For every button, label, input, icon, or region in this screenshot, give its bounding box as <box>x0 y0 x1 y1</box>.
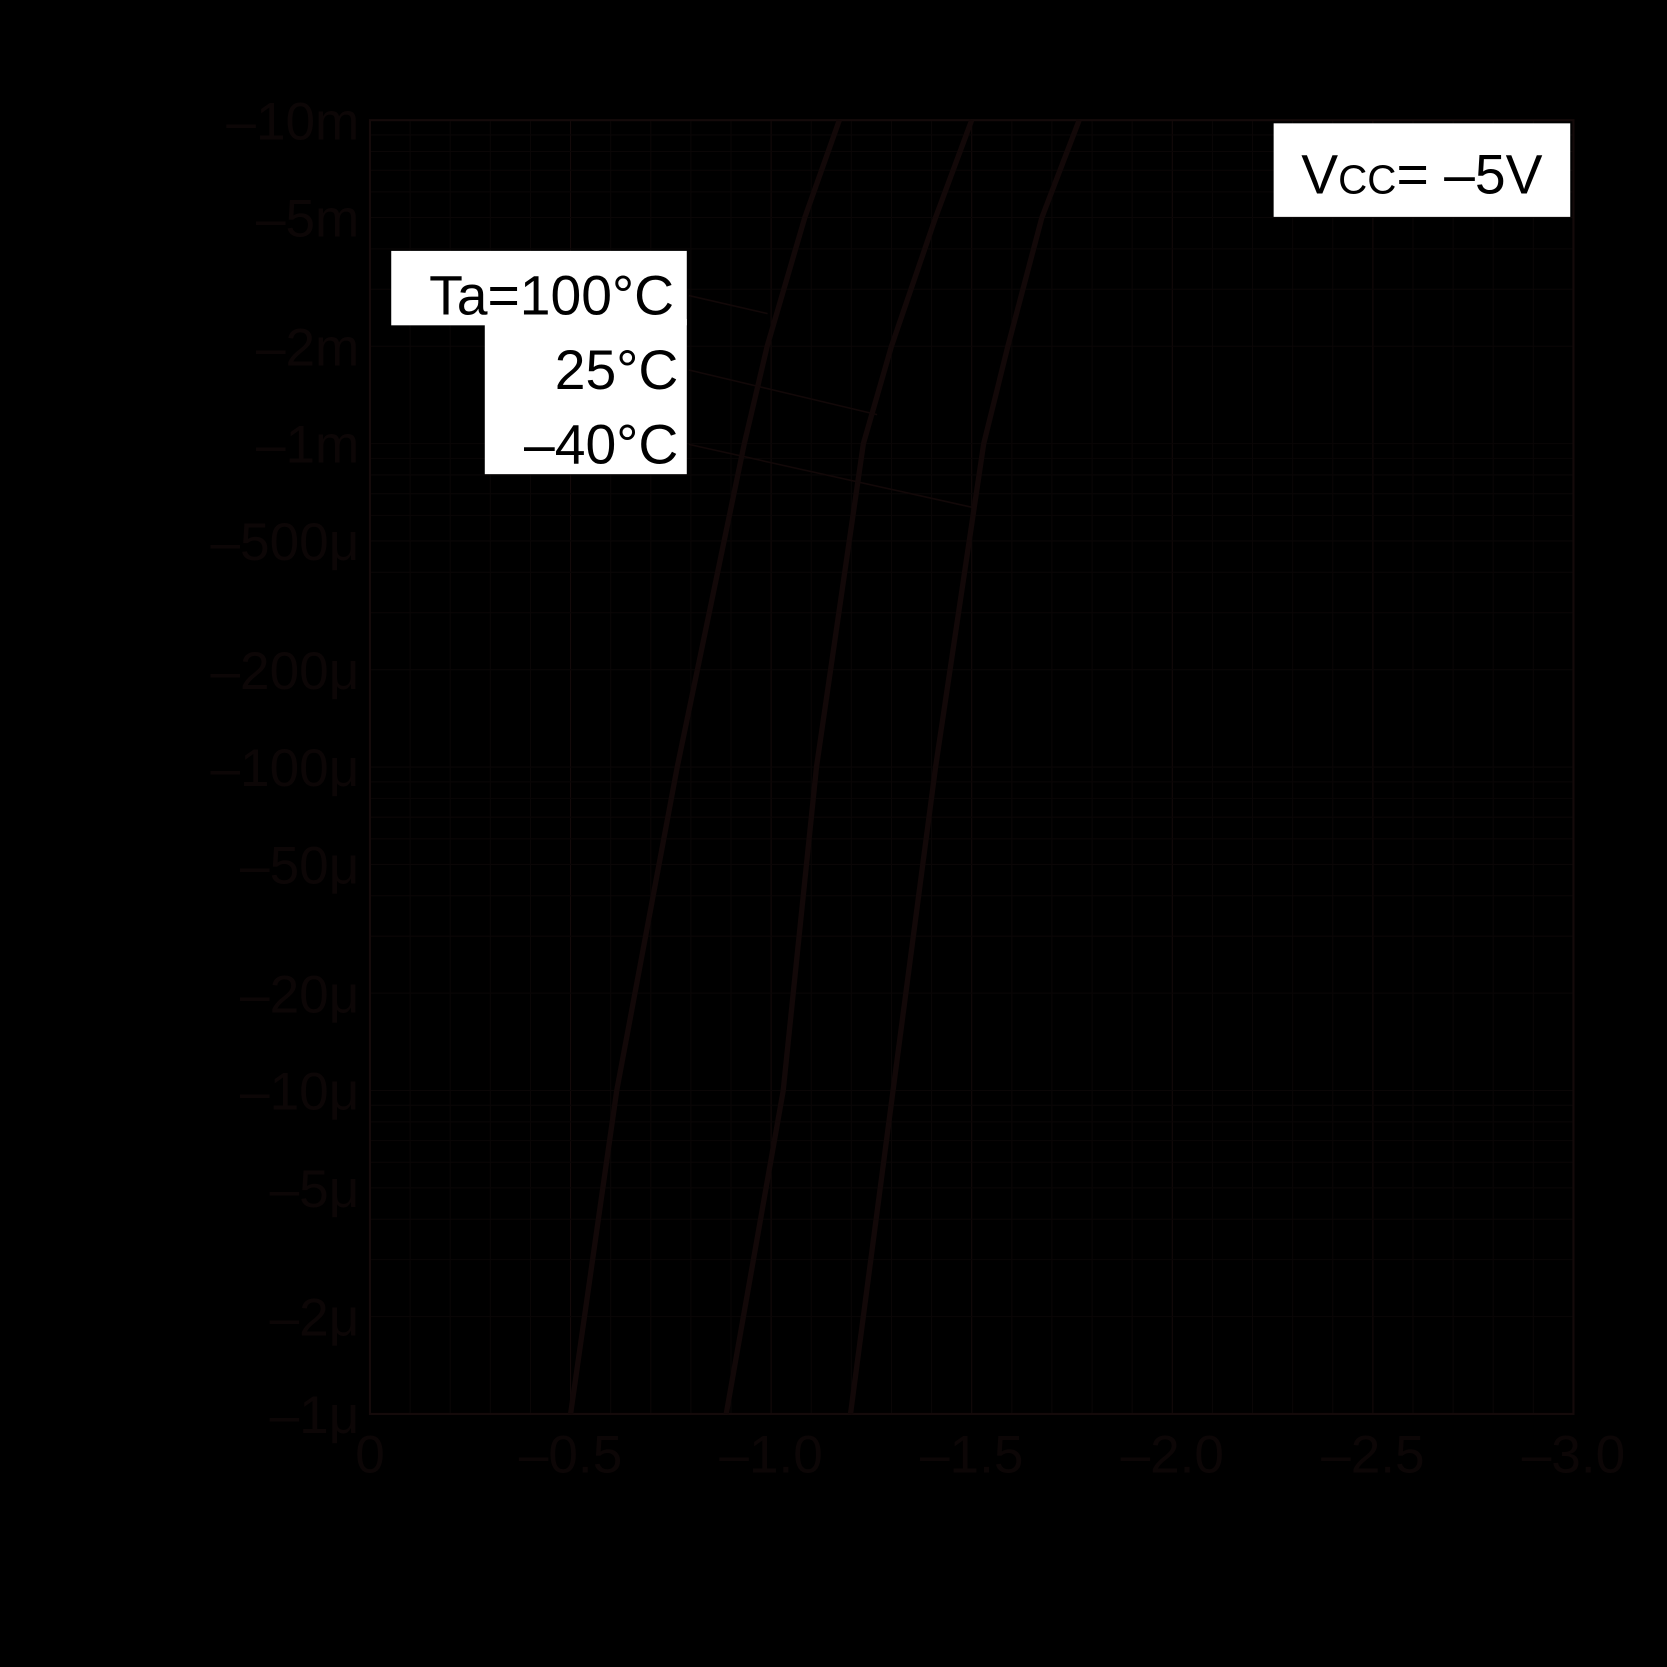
series-line-1 <box>723 119 975 1415</box>
y-tick-label: –20μ <box>240 965 359 1024</box>
y-tick-label: –5m <box>256 190 359 249</box>
series-legend: Ta=100°C 25°C –40°C <box>391 250 977 509</box>
x-tick-label: –2.5 <box>1321 1425 1424 1484</box>
y-tick-label: –2m <box>256 318 359 377</box>
x-tick-label: 0 <box>355 1425 385 1484</box>
y-tick-label: –2μ <box>270 1289 360 1348</box>
y-tick-label: –5μ <box>270 1160 360 1219</box>
y-tick-label: –50μ <box>240 837 359 896</box>
y-tick-label: –1μ <box>270 1386 360 1445</box>
legend-label-100c: Ta=100°C <box>429 265 674 327</box>
condition-sub: CC <box>1338 156 1396 202</box>
svg-text:VCC= –5V: VCC= –5V <box>1301 143 1542 205</box>
y-tick-labels: –10m –5m –2m –1m –500μ –200μ –100μ –50μ –20μ –10μ… <box>210 92 359 1445</box>
y-tick-label: –500μ <box>210 513 359 572</box>
x-tick-label: –2.0 <box>1121 1425 1224 1484</box>
series-lines <box>567 119 1082 1415</box>
condition-box: VCC= –5V <box>1273 123 1571 217</box>
legend-label-25c: 25°C <box>555 339 678 401</box>
series-line-2 <box>847 119 1082 1415</box>
legend-label-minus40c: –40°C <box>524 414 678 476</box>
y-tick-label: –200μ <box>210 642 359 701</box>
x-tick-label: –1.0 <box>719 1425 822 1484</box>
x-tick-label: –3.0 <box>1522 1425 1625 1484</box>
x-tick-label: –1.5 <box>920 1425 1023 1484</box>
y-tick-label: –1m <box>256 416 359 475</box>
y-tick-label: –100μ <box>210 739 359 798</box>
y-tick-label: –10μ <box>240 1063 359 1122</box>
condition-rest: = –5V <box>1396 143 1542 205</box>
x-tick-labels: 0 –0.5 –1.0 –1.5 –2.0 –2.5 –3.0 <box>355 1425 1625 1484</box>
condition-prefix: V <box>1301 143 1338 205</box>
series-line-0 <box>567 119 842 1415</box>
y-tick-label: –10m <box>226 92 359 151</box>
x-tick-label: –0.5 <box>519 1425 622 1484</box>
